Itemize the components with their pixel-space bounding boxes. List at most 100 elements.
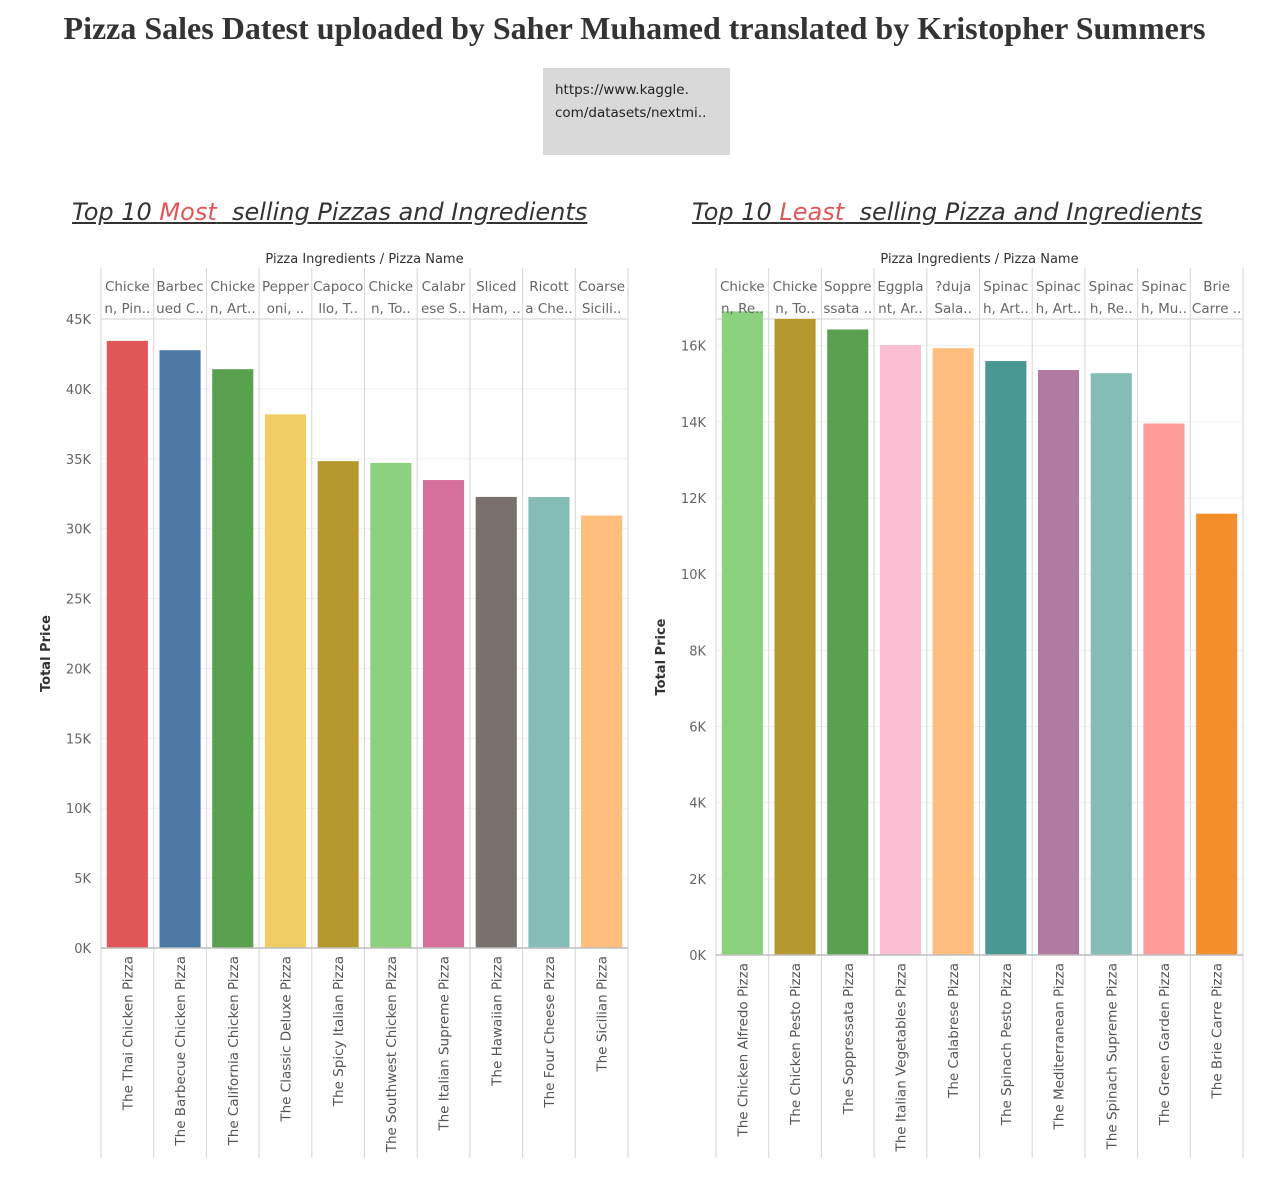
y-tick-label: 6K [689, 720, 706, 735]
ingredient-label-line: Chicke [210, 279, 255, 295]
ingredient-label-line: n, To.. [775, 301, 815, 317]
bar [370, 462, 412, 948]
ingredient-label-line: n, Art.. [210, 301, 256, 317]
y-tick-label: 8K [689, 644, 706, 659]
y-tick-label: 2K [689, 873, 706, 888]
bar [422, 480, 465, 948]
bar [1037, 370, 1080, 955]
chart-title-part: Top 10 [692, 198, 780, 226]
ingredient-label-line: ssata .. [823, 301, 872, 317]
chart-title-part: Top 10 [72, 198, 160, 226]
y-axis-label: Total Price [39, 615, 54, 692]
bar [106, 340, 148, 949]
ingredient-label-line: Eggpla [877, 279, 923, 295]
bar [827, 329, 869, 956]
ingredient-label-line: Spinac [1089, 279, 1134, 295]
bar [985, 361, 1027, 955]
pizza-name-label: The Spinach Supreme Pizza [1104, 963, 1120, 1150]
pizza-name-label: The Mediterranean Pizza [1052, 963, 1068, 1130]
chart-title-least: Top 10 Least selling Pizza and Ingredien… [692, 198, 1202, 226]
pizza-name-label: The Thai Chicken Pizza [120, 956, 136, 1111]
pizza-name-label: The Green Garden Pizza [1157, 963, 1173, 1126]
chart-title-part: selling Pizzas and Ingredients [216, 198, 588, 226]
bar [212, 369, 254, 948]
pizza-name-label: The Calabrese Pizza [946, 963, 962, 1099]
pizza-name-label: The Soppressata Pizza [841, 963, 857, 1115]
y-tick-label: 5K [74, 872, 91, 887]
ingredient-label-line: Spinac [1036, 279, 1081, 295]
ingredient-label-line: ued C.. [156, 301, 204, 317]
bar [475, 496, 517, 948]
pizza-name-label: The Four Cheese Pizza [542, 956, 558, 1109]
pizza-name-label: The Sicilian Pizza [595, 956, 611, 1073]
pizza-name-label: The Chicken Alfredo Pizza [735, 963, 751, 1138]
ingredient-label-line: Pepper [262, 279, 309, 295]
pizza-name-label: The Spicy Italian Pizza [331, 956, 347, 1107]
ingredient-label-line: Ham, .. [472, 301, 521, 317]
ingredient-label-line: llo, T.. [318, 301, 358, 317]
y-tick-label: 0K [689, 949, 706, 964]
y-tick-label: 12K [681, 492, 707, 507]
ingredient-label-line: Chicke [720, 279, 765, 295]
chart-title-highlight: Least [779, 198, 845, 226]
pizza-name-label: The Chicken Pesto Pizza [788, 963, 804, 1126]
y-tick-label: 45K [66, 313, 92, 328]
ingredient-label-line: Chicke [105, 279, 150, 295]
ingredient-label-line: Coarse [578, 279, 625, 295]
y-tick-label: 16K [681, 340, 707, 355]
ingredient-label-line: Soppre [824, 279, 872, 295]
bar [1143, 423, 1185, 955]
pizza-name-label: The Spinach Pesto Pizza [999, 963, 1015, 1126]
source-url-box[interactable]: https://www.kaggle. com/datasets/nextmi.… [543, 68, 730, 155]
ingredient-label-line: Barbec [156, 279, 203, 295]
ingredient-label-line: a Che.. [525, 301, 572, 317]
y-tick-label: 40K [66, 383, 92, 398]
page-title: Pizza Sales Datest uploaded by Saher Muh… [63, 10, 1206, 46]
ingredient-label-line: h, Re.. [1090, 301, 1133, 317]
ingredient-label-line: oni, .. [267, 301, 305, 317]
header-label: Pizza Ingredients / Pizza Name [880, 252, 1078, 267]
bar [264, 414, 307, 948]
chart-title-most: Top 10 Most selling Pizzas and Ingredien… [72, 198, 587, 226]
bar [774, 318, 816, 955]
ingredient-label-line: ?duja [935, 279, 971, 295]
ingredient-label-line: Spinac [983, 279, 1028, 295]
ingredient-label-line: n, Pin.. [104, 301, 150, 317]
pizza-name-label: The California Chicken Pizza [226, 956, 242, 1146]
bar [581, 515, 623, 948]
ingredient-label-line: n, To.. [371, 301, 411, 317]
bar [879, 344, 922, 956]
ingredient-label-line: h, Art.. [983, 301, 1029, 317]
pizza-name-label: The Italian Supreme Pizza [437, 956, 453, 1132]
bar [1090, 373, 1132, 955]
bar [721, 311, 763, 955]
bar [1196, 513, 1238, 955]
ingredient-label-line: Chicke [368, 279, 413, 295]
y-tick-label: 10K [681, 568, 707, 583]
ingredient-label-line: Sicili.. [582, 301, 622, 317]
y-tick-label: 10K [66, 802, 92, 817]
y-tick-label: 20K [66, 662, 92, 677]
y-tick-label: 0K [74, 942, 91, 957]
y-tick-label: 14K [681, 416, 707, 431]
ingredient-label-line: Ricott [529, 279, 568, 295]
ingredient-label-line: Sala.. [934, 301, 971, 317]
ingredient-label-line: Brie [1203, 279, 1230, 295]
pizza-name-label: The Brie Carre Pizza [1210, 963, 1226, 1099]
y-tick-label: 35K [66, 453, 92, 468]
url-line: https://www.kaggle. [555, 82, 689, 98]
url-line: com/datasets/nextmi.. [555, 105, 707, 121]
header-label: Pizza Ingredients / Pizza Name [265, 252, 463, 267]
y-axis-label: Total Price [654, 618, 669, 695]
y-tick-label: 25K [66, 593, 92, 608]
pizza-name-label: The Classic Deluxe Pizza [278, 956, 294, 1123]
pizza-name-label: The Italian Vegetables Pizza [893, 963, 909, 1153]
bar [932, 348, 974, 955]
chart-title-highlight: Most [159, 198, 217, 226]
ingredient-label-line: Sliced [476, 279, 516, 295]
pizza-name-label: The Barbecue Chicken Pizza [173, 956, 189, 1147]
pizza-name-label: The Southwest Chicken Pizza [384, 956, 400, 1153]
ingredient-label-line: n, Re.. [721, 301, 764, 317]
ingredient-label-line: Capoco [313, 279, 363, 295]
